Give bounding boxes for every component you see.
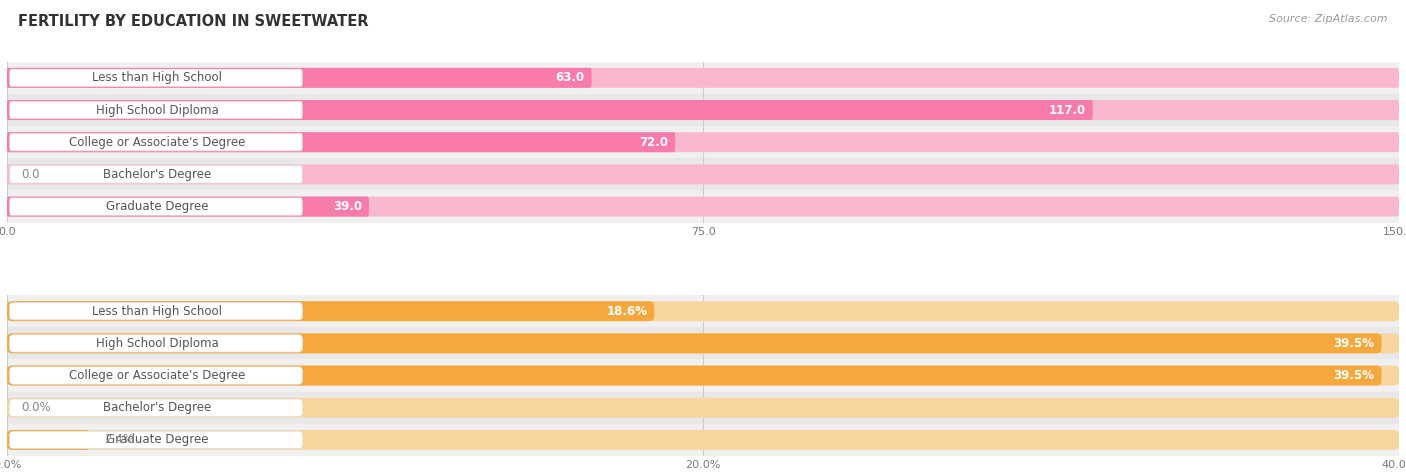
FancyBboxPatch shape [7,333,1399,353]
FancyBboxPatch shape [7,301,1399,321]
FancyBboxPatch shape [10,166,302,183]
Text: Source: ZipAtlas.com: Source: ZipAtlas.com [1270,14,1388,24]
Text: Less than High School: Less than High School [93,71,222,85]
FancyBboxPatch shape [7,164,1399,184]
FancyBboxPatch shape [7,132,675,152]
FancyBboxPatch shape [10,399,302,417]
FancyBboxPatch shape [10,198,302,215]
Text: High School Diploma: High School Diploma [96,337,219,350]
Text: 72.0: 72.0 [640,136,668,149]
Bar [7,190,1399,223]
FancyBboxPatch shape [10,367,302,384]
FancyBboxPatch shape [7,100,1399,120]
FancyBboxPatch shape [10,133,302,151]
Text: College or Associate's Degree: College or Associate's Degree [69,136,246,149]
Text: 39.5%: 39.5% [1334,337,1375,350]
Bar [7,424,1399,456]
Text: College or Associate's Degree: College or Associate's Degree [69,369,246,382]
Text: FERTILITY BY EDUCATION IN SWEETWATER: FERTILITY BY EDUCATION IN SWEETWATER [18,14,368,29]
FancyBboxPatch shape [10,101,302,119]
FancyBboxPatch shape [7,301,654,321]
Text: 39.5%: 39.5% [1334,369,1375,382]
Bar [7,327,1399,360]
Bar [7,360,1399,391]
FancyBboxPatch shape [7,333,1382,353]
Text: 39.0: 39.0 [333,200,361,213]
FancyBboxPatch shape [7,68,1399,88]
FancyBboxPatch shape [7,366,1399,386]
Bar [7,158,1399,190]
Text: 63.0: 63.0 [555,71,585,85]
Bar [7,391,1399,424]
Text: 2.4%: 2.4% [104,433,135,446]
FancyBboxPatch shape [7,197,1399,217]
FancyBboxPatch shape [10,69,302,86]
Bar [7,62,1399,94]
Text: Bachelor's Degree: Bachelor's Degree [103,401,211,414]
Text: 0.0: 0.0 [21,168,39,181]
FancyBboxPatch shape [7,398,1399,418]
FancyBboxPatch shape [7,430,1399,450]
Text: High School Diploma: High School Diploma [96,104,219,116]
Text: 18.6%: 18.6% [606,304,647,318]
FancyBboxPatch shape [7,430,90,450]
FancyBboxPatch shape [10,303,302,320]
Text: 0.0%: 0.0% [21,401,51,414]
FancyBboxPatch shape [7,132,1399,152]
Text: Less than High School: Less than High School [93,304,222,318]
Bar [7,126,1399,158]
FancyBboxPatch shape [7,197,368,217]
Text: 117.0: 117.0 [1049,104,1085,116]
Text: Graduate Degree: Graduate Degree [105,200,208,213]
Bar [7,295,1399,327]
FancyBboxPatch shape [10,431,302,448]
FancyBboxPatch shape [10,335,302,352]
Text: Graduate Degree: Graduate Degree [105,433,208,446]
FancyBboxPatch shape [7,100,1092,120]
Bar [7,94,1399,126]
Text: Bachelor's Degree: Bachelor's Degree [103,168,211,181]
FancyBboxPatch shape [7,68,592,88]
FancyBboxPatch shape [7,366,1382,386]
